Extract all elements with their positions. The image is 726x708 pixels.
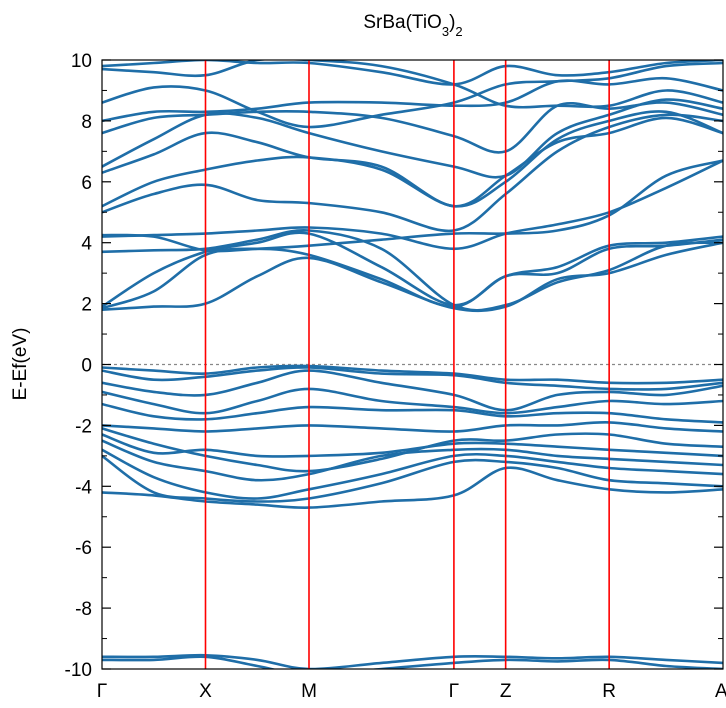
y-tick-label: 8 bbox=[81, 112, 92, 133]
band-line-18 bbox=[102, 369, 723, 412]
band-line-29 bbox=[102, 655, 723, 669]
band-line-1 bbox=[102, 241, 723, 313]
y-tick-label: -2 bbox=[75, 416, 92, 437]
kpoint-lines-group bbox=[204, 60, 610, 669]
band-line-11 bbox=[102, 101, 723, 154]
band-line-23 bbox=[102, 433, 723, 458]
y-axis-label: E-Ef(eV) bbox=[10, 328, 31, 401]
plot-frame bbox=[101, 59, 724, 670]
y-tick-label: 10 bbox=[71, 51, 92, 72]
band-line-27 bbox=[102, 466, 723, 509]
x-tick-label: A bbox=[715, 681, 726, 702]
band-line-25 bbox=[102, 448, 723, 500]
band-line-16 bbox=[102, 364, 723, 385]
band-line-24 bbox=[102, 439, 723, 482]
y-tick-label: 6 bbox=[81, 173, 92, 194]
band-line-22 bbox=[102, 427, 723, 473]
band-line-9 bbox=[102, 116, 723, 208]
chart-title: SrBa(TiO3)2 bbox=[363, 12, 462, 39]
band-line-21 bbox=[102, 421, 723, 433]
y-tick-label: 2 bbox=[81, 295, 92, 316]
y-tick-label: -8 bbox=[75, 599, 92, 620]
band-line-19 bbox=[102, 387, 723, 415]
bands-group bbox=[102, 60, 723, 669]
x-tick-label: Γ bbox=[97, 681, 107, 702]
band-line-12 bbox=[102, 76, 723, 123]
y-tick-label: -10 bbox=[65, 660, 92, 681]
band-line-15 bbox=[102, 60, 723, 109]
y-ticks-group: 10 8 6 4 2 0 -2 -4 -6 -8 -10 bbox=[65, 51, 723, 681]
band-line-26 bbox=[102, 454, 723, 503]
band-line-20 bbox=[102, 402, 723, 424]
x-tick-label: Z bbox=[500, 681, 512, 702]
band-line-13 bbox=[102, 61, 723, 129]
x-tick-label: M bbox=[301, 681, 317, 702]
y-tick-label: 4 bbox=[81, 234, 92, 255]
band-line-6 bbox=[102, 159, 723, 253]
y-tick-label: 0 bbox=[81, 356, 92, 377]
band-line-17 bbox=[102, 366, 723, 391]
x-tick-label: R bbox=[602, 681, 616, 702]
y-tick-label: -4 bbox=[75, 477, 92, 498]
y-tick-label: -6 bbox=[75, 538, 92, 559]
x-tick-label: Γ bbox=[449, 681, 459, 702]
x-tick-label: X bbox=[199, 681, 212, 702]
band-line-5 bbox=[102, 159, 723, 251]
band-line-28 bbox=[102, 653, 723, 669]
